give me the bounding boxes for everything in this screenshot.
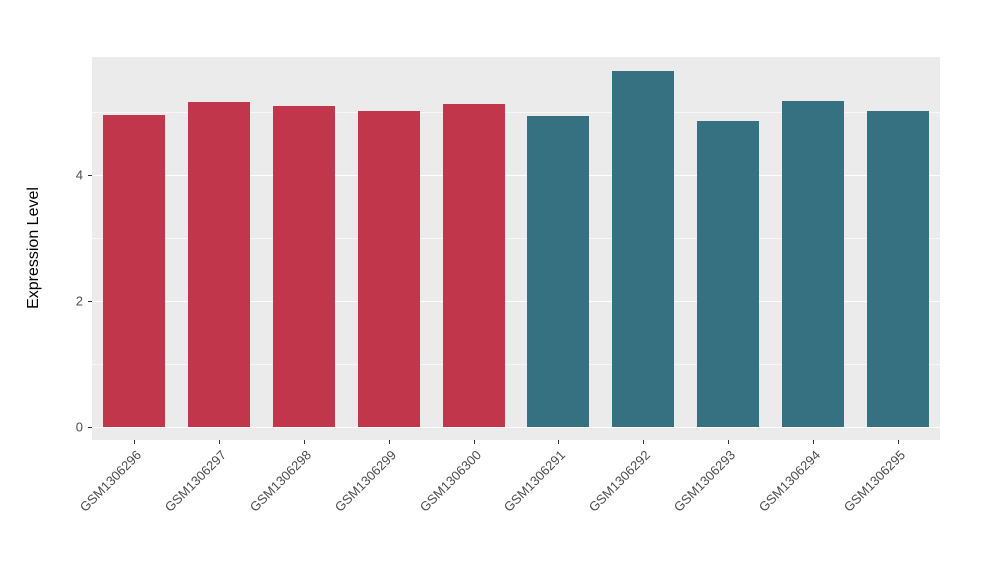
gridline-major [92, 174, 940, 176]
bar-GSM1306297 [188, 102, 250, 428]
bar-GSM1306292 [612, 70, 674, 428]
bar-GSM1306298 [273, 105, 335, 428]
x-tick-mark [389, 440, 390, 444]
x-tick-mark [474, 440, 475, 444]
bar-GSM1306294 [782, 101, 844, 428]
y-tick-mark [88, 427, 92, 429]
bar-GSM1306299 [358, 111, 420, 428]
y-tick-label: 4 [75, 167, 83, 183]
bar-GSM1306296 [103, 115, 165, 428]
gridline-minor [92, 238, 940, 240]
gridline-major [92, 427, 940, 429]
gridline-minor [92, 364, 940, 366]
bar-GSM1306295 [867, 111, 929, 428]
x-tick-label-text: GSM1306299 [331, 447, 399, 515]
bar-GSM1306293 [697, 121, 759, 428]
x-tick-label-text: GSM1306291 [500, 447, 568, 515]
x-tick-mark [643, 440, 644, 444]
x-tick-label-text: GSM1306295 [840, 447, 908, 515]
plot-panel [92, 57, 940, 440]
x-axis: GSM1306296 GSM1306297 GSM1306298 GSM1306299… [77, 440, 940, 570]
x-tick-mark [134, 440, 135, 444]
x-tick-mark [219, 440, 220, 444]
y-tick-mark [88, 174, 92, 176]
y-tick-label: 0 [75, 419, 83, 435]
x-tick-label-text: GSM1306292 [585, 447, 653, 515]
x-tick-label-text: GSM1306300 [416, 447, 484, 515]
x-tick-mark [898, 440, 899, 444]
x-tick-label-text: GSM1306293 [670, 447, 738, 515]
bar-GSM1306291 [527, 115, 589, 428]
y-tick-mark [88, 301, 92, 303]
bar-GSM1306300 [443, 104, 505, 428]
x-tick-mark [558, 440, 559, 444]
y-tick-label: 2 [75, 293, 83, 309]
y-axis: 0 2 4 [0, 57, 92, 440]
gridline-minor [92, 111, 940, 113]
x-tick-label-text: GSM1306294 [755, 447, 823, 515]
x-tick-mark [728, 440, 729, 444]
x-tick-label-text: GSM1306298 [246, 447, 314, 515]
x-tick-label-text: GSM1306297 [161, 447, 229, 515]
gridline-major [92, 301, 940, 303]
x-tick-mark [304, 440, 305, 444]
x-tick-label-text: GSM1306296 [76, 447, 144, 515]
x-tick-mark [813, 440, 814, 444]
